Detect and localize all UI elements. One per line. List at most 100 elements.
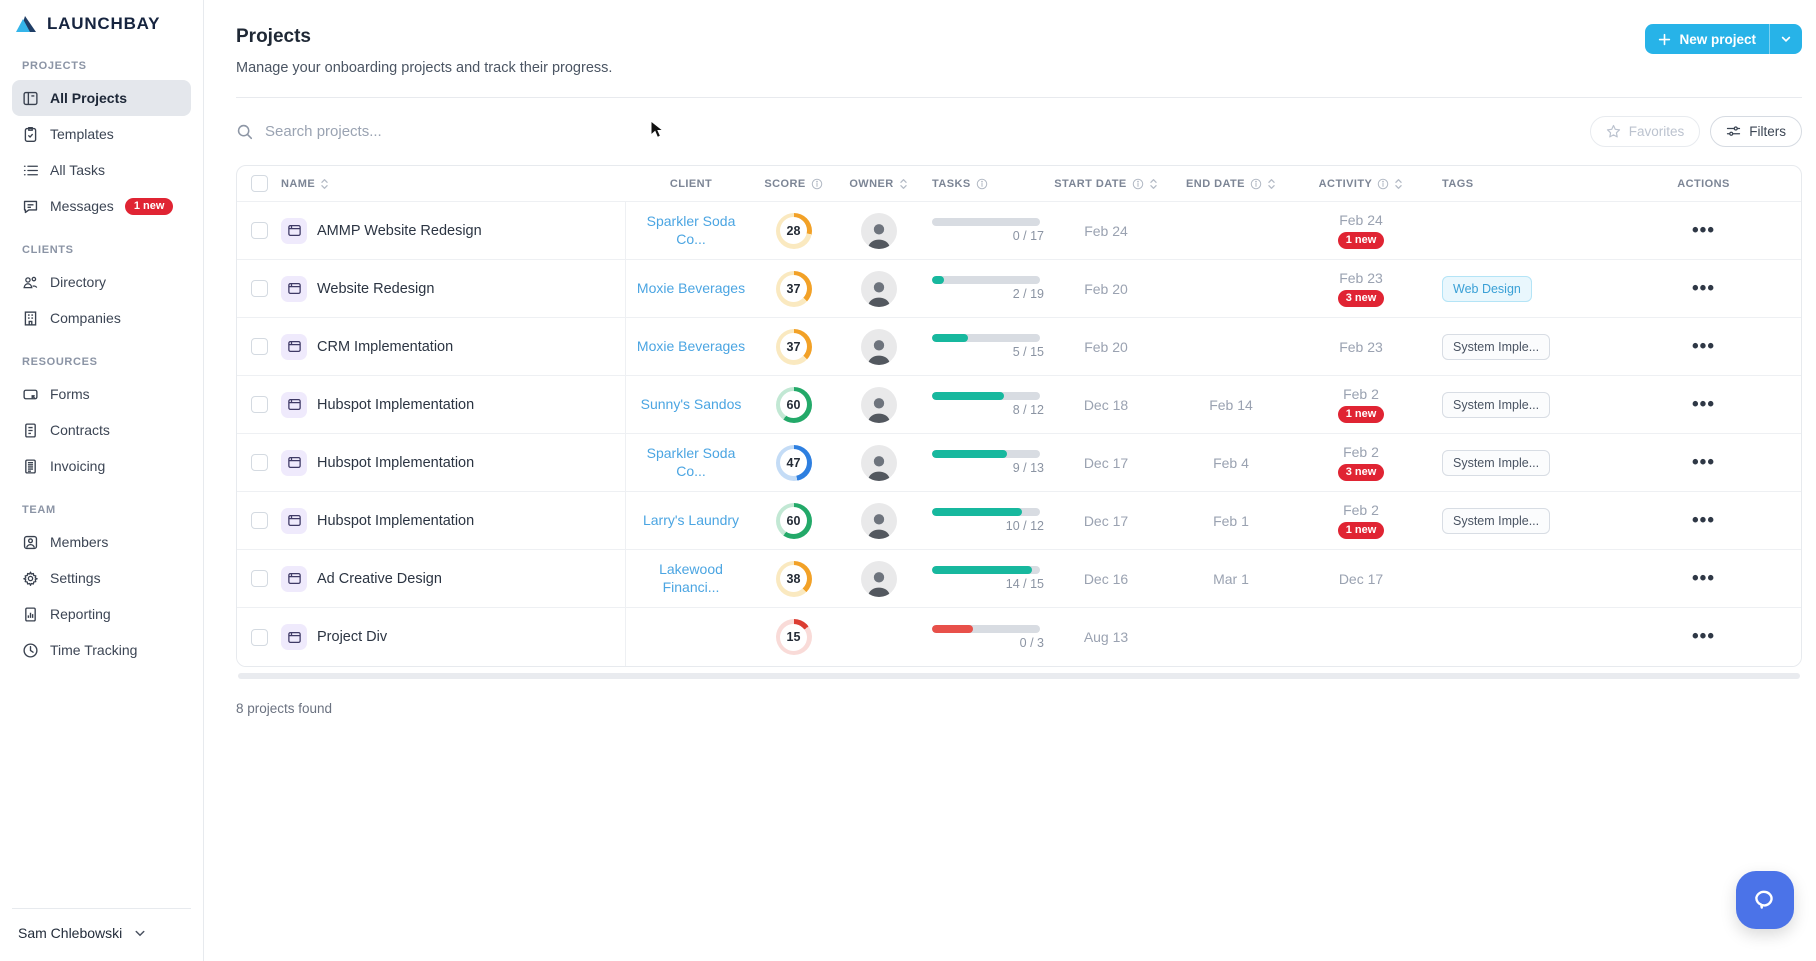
project-name: Project Div — [317, 629, 388, 645]
end-date: Feb 1 — [1213, 512, 1249, 529]
sidebar-item-reporting[interactable]: Reporting — [12, 596, 191, 632]
owner-avatar[interactable] — [860, 502, 897, 539]
chat-widget-button[interactable] — [1736, 871, 1794, 929]
sidebar-item-label: Forms — [50, 386, 90, 402]
tasks-icon — [22, 162, 39, 179]
row-checkbox[interactable] — [250, 222, 268, 239]
row-checkbox[interactable] — [250, 396, 268, 413]
new-project-button[interactable]: New project — [1645, 24, 1769, 54]
tasks-count: 2 / 19 — [1012, 287, 1044, 301]
column-label: NAME — [281, 177, 316, 190]
search-icon — [236, 123, 253, 140]
tag-system-imple[interactable]: System Imple... — [1442, 507, 1551, 534]
project-name: AMMP Website Redesign — [317, 222, 482, 239]
sort-icon — [899, 178, 908, 190]
project-name-cell[interactable]: Hubspot Implementation — [281, 434, 626, 491]
project-icon — [281, 449, 307, 476]
column-label: CLIENT — [669, 177, 713, 190]
client-link[interactable]: Sunny's Sandos — [640, 395, 742, 412]
score-ring: 60 — [775, 386, 812, 423]
sidebar-item-members[interactable]: Members — [12, 524, 191, 560]
brand[interactable]: LAUNCHBAY — [12, 14, 191, 40]
project-name-cell[interactable]: Hubspot Implementation — [281, 376, 626, 433]
sidebar-item-invoicing[interactable]: Invoicing — [12, 448, 191, 484]
column-header-name[interactable]: NAME — [281, 178, 626, 190]
owner-avatar[interactable] — [860, 328, 897, 365]
sidebar-item-directory[interactable]: Directory — [12, 264, 191, 300]
score-ring: 47 — [775, 444, 812, 481]
end-date: Mar 1 — [1213, 570, 1249, 587]
sidebar-item-settings[interactable]: Settings — [12, 560, 191, 596]
user-menu[interactable]: Sam Chlebowski — [12, 908, 191, 945]
row-checkbox[interactable] — [250, 570, 268, 587]
column-label: TAGS — [1442, 177, 1474, 190]
owner-avatar[interactable] — [860, 212, 897, 249]
tag-web-design[interactable]: Web Design — [1442, 275, 1532, 302]
sidebar-item-all-tasks[interactable]: All Tasks — [12, 152, 191, 188]
start-date: Feb 20 — [1084, 338, 1128, 355]
client-link[interactable]: Sparkler Soda Co... — [646, 445, 736, 479]
score-value: 15 — [780, 623, 807, 651]
search-input[interactable] — [265, 123, 685, 140]
column-header-end[interactable]: END DATE — [1166, 178, 1296, 190]
project-name-cell[interactable]: Website Redesign — [281, 260, 626, 317]
project-name-cell[interactable]: Project Div — [281, 608, 626, 666]
tag-system-imple[interactable]: System Imple... — [1442, 449, 1551, 476]
owner-avatar[interactable] — [860, 386, 897, 423]
client-link[interactable]: Moxie Beverages — [636, 337, 746, 354]
sidebar-item-label: Directory — [50, 274, 107, 290]
sidebar-item-messages[interactable]: Messages 1 new — [12, 188, 191, 224]
sidebar-item-time-tracking[interactable]: Time Tracking — [12, 632, 191, 668]
new-project-dropdown-button[interactable] — [1769, 24, 1802, 54]
info-icon — [976, 178, 988, 190]
client-link[interactable]: Larry's Laundry — [642, 511, 740, 528]
client-link[interactable]: Lakewood Financi... — [659, 561, 723, 595]
project-name-cell[interactable]: CRM Implementation — [281, 318, 626, 375]
new-messages-badge: 1 new — [124, 197, 174, 215]
score-value: 37 — [780, 275, 807, 302]
activity-date: Feb 23 — [1339, 338, 1383, 355]
owner-avatar[interactable] — [860, 560, 897, 597]
column-label: OWNER — [849, 177, 894, 190]
sidebar-item-all-projects[interactable]: All Projects — [12, 80, 191, 116]
sidebar-item-templates[interactable]: Templates — [12, 116, 191, 152]
project-name-cell[interactable]: AMMP Website Redesign — [281, 202, 626, 259]
score-ring: 37 — [775, 270, 812, 307]
tag-system-imple[interactable]: System Imple... — [1442, 391, 1551, 418]
owner-avatar[interactable] — [860, 444, 897, 481]
table-row: CRM Implementation Moxie Beverages 37 5 … — [237, 318, 1801, 376]
activity-date: Feb 24 — [1339, 212, 1383, 228]
row-checkbox[interactable] — [250, 280, 268, 297]
client-link[interactable]: Moxie Beverages — [636, 279, 746, 296]
sidebar-item-forms[interactable]: Forms — [12, 376, 191, 412]
horizontal-scrollbar[interactable] — [238, 673, 1800, 679]
column-header-owner[interactable]: OWNER — [831, 178, 926, 190]
row-checkbox[interactable] — [250, 512, 268, 529]
owner-avatar[interactable] — [860, 270, 897, 307]
select-all-checkbox[interactable] — [250, 175, 268, 192]
column-header-tags: TAGS — [1426, 178, 1606, 190]
project-icon — [281, 391, 307, 418]
sidebar-item-companies[interactable]: Companies — [12, 300, 191, 336]
time-tracking-icon — [22, 642, 39, 659]
column-header-start[interactable]: START DATE — [1046, 178, 1166, 190]
project-name-cell[interactable]: Ad Creative Design — [281, 550, 626, 607]
tasks-progress-bar — [932, 218, 1040, 226]
favorites-button[interactable]: Favorites — [1589, 116, 1701, 147]
info-icon — [1250, 178, 1262, 190]
client-link[interactable]: Sparkler Soda Co... — [646, 213, 736, 247]
row-checkbox[interactable] — [250, 628, 268, 646]
project-name: Website Redesign — [317, 280, 435, 297]
project-icon — [281, 624, 307, 650]
tag-system-imple[interactable]: System Imple... — [1442, 333, 1551, 360]
members-icon — [22, 534, 39, 551]
row-checkbox[interactable] — [250, 454, 268, 471]
column-header-activity[interactable]: ACTIVITY — [1296, 178, 1426, 190]
filters-button[interactable]: Filters — [1710, 116, 1802, 147]
start-date: Aug 13 — [1083, 629, 1129, 645]
settings-icon — [22, 570, 39, 587]
sidebar-item-contracts[interactable]: Contracts — [12, 412, 191, 448]
row-checkbox[interactable] — [250, 338, 268, 355]
project-name-cell[interactable]: Hubspot Implementation — [281, 492, 626, 549]
activity-date: Dec 17 — [1338, 570, 1384, 587]
